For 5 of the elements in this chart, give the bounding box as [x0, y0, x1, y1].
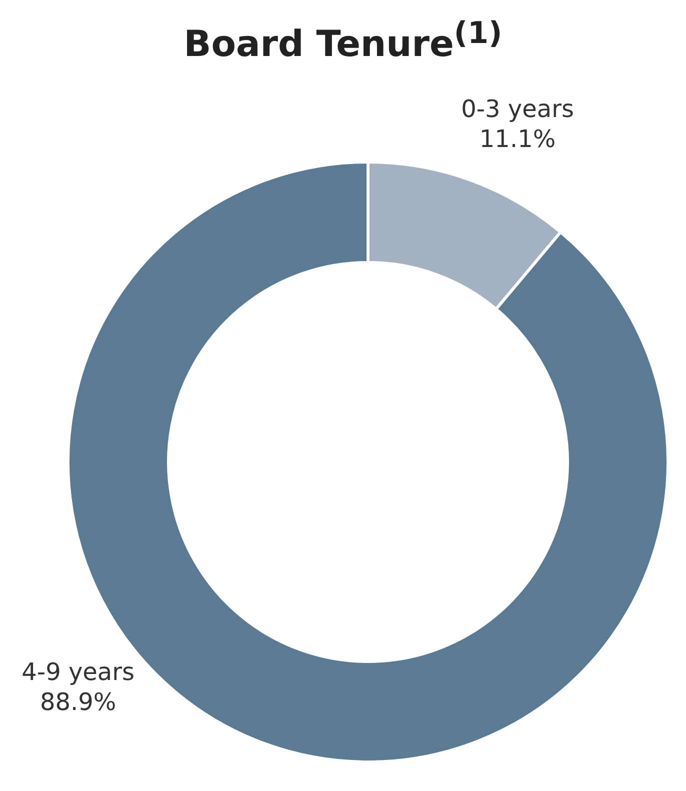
data-label: 88.9%	[40, 688, 116, 716]
chart-title: Board Tenure$^{(1)}$	[182, 15, 504, 67]
data-label: 11.1%	[479, 124, 556, 153]
slice-label: 0-3 years	[461, 94, 574, 123]
slice-label: 4-9 years	[22, 658, 135, 686]
